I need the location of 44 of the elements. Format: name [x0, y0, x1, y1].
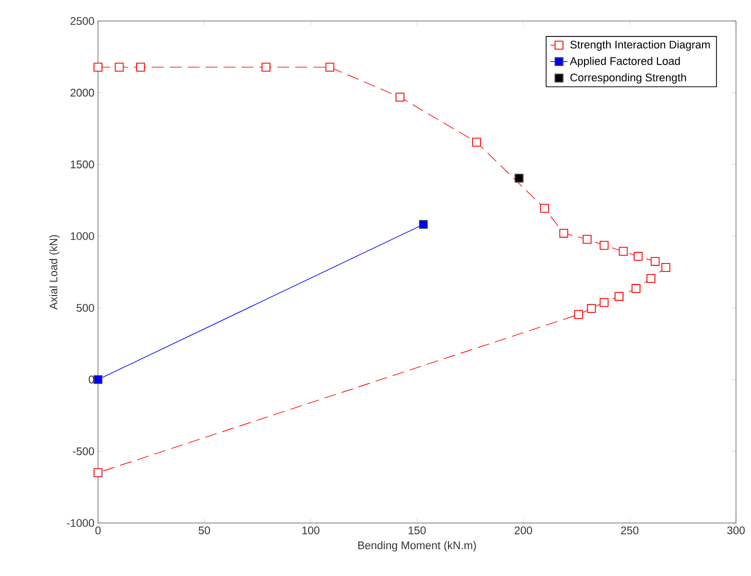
point: [136, 62, 145, 72]
point: [600, 240, 609, 250]
point: [632, 284, 640, 293]
point: [94, 62, 102, 72]
legend-label: Strength Interaction Diagram: [570, 40, 710, 51]
point: [262, 62, 270, 72]
point: [600, 298, 609, 307]
y-tick-label: 2500: [70, 17, 94, 25]
x-tick-label: 50: [198, 526, 210, 534]
point: [472, 138, 481, 147]
y-tick-label: 2000: [70, 88, 94, 97]
point: [646, 274, 656, 283]
point: [586, 304, 596, 313]
point: [661, 262, 670, 272]
y-tick-label: -1000: [66, 519, 94, 527]
y-tick-label: 1500: [70, 160, 94, 168]
y-tick-label: 500: [76, 304, 94, 312]
point: [634, 252, 643, 261]
point: [574, 310, 584, 319]
point: [418, 220, 428, 229]
point: [94, 375, 102, 384]
y-tick-label: 1000: [70, 232, 94, 240]
x-axis-title: Bending Moment (kN.m): [358, 541, 476, 552]
x-tick-label: 300: [727, 526, 745, 534]
point: [559, 228, 568, 238]
legend-label: Applied Factored Load: [570, 56, 680, 68]
point: [582, 234, 592, 244]
point: [514, 174, 524, 183]
x-tick-label: 0: [95, 526, 101, 534]
point: [540, 204, 550, 213]
x-tick-label: 250: [621, 526, 638, 534]
x-tick-label: 200: [514, 526, 532, 534]
y-axis-title: Axial Load (kN): [49, 235, 60, 310]
point: [396, 92, 404, 102]
point: [614, 292, 624, 301]
x-tick-label: 100: [302, 526, 320, 534]
legend-label: Corresponding Strength: [570, 73, 686, 84]
point: [114, 62, 124, 72]
y-tick-label: -500: [72, 447, 94, 456]
x-tick-label: 150: [408, 526, 426, 534]
point: [618, 246, 628, 256]
point: [94, 468, 102, 478]
point: [650, 256, 660, 266]
point: [325, 62, 334, 72]
